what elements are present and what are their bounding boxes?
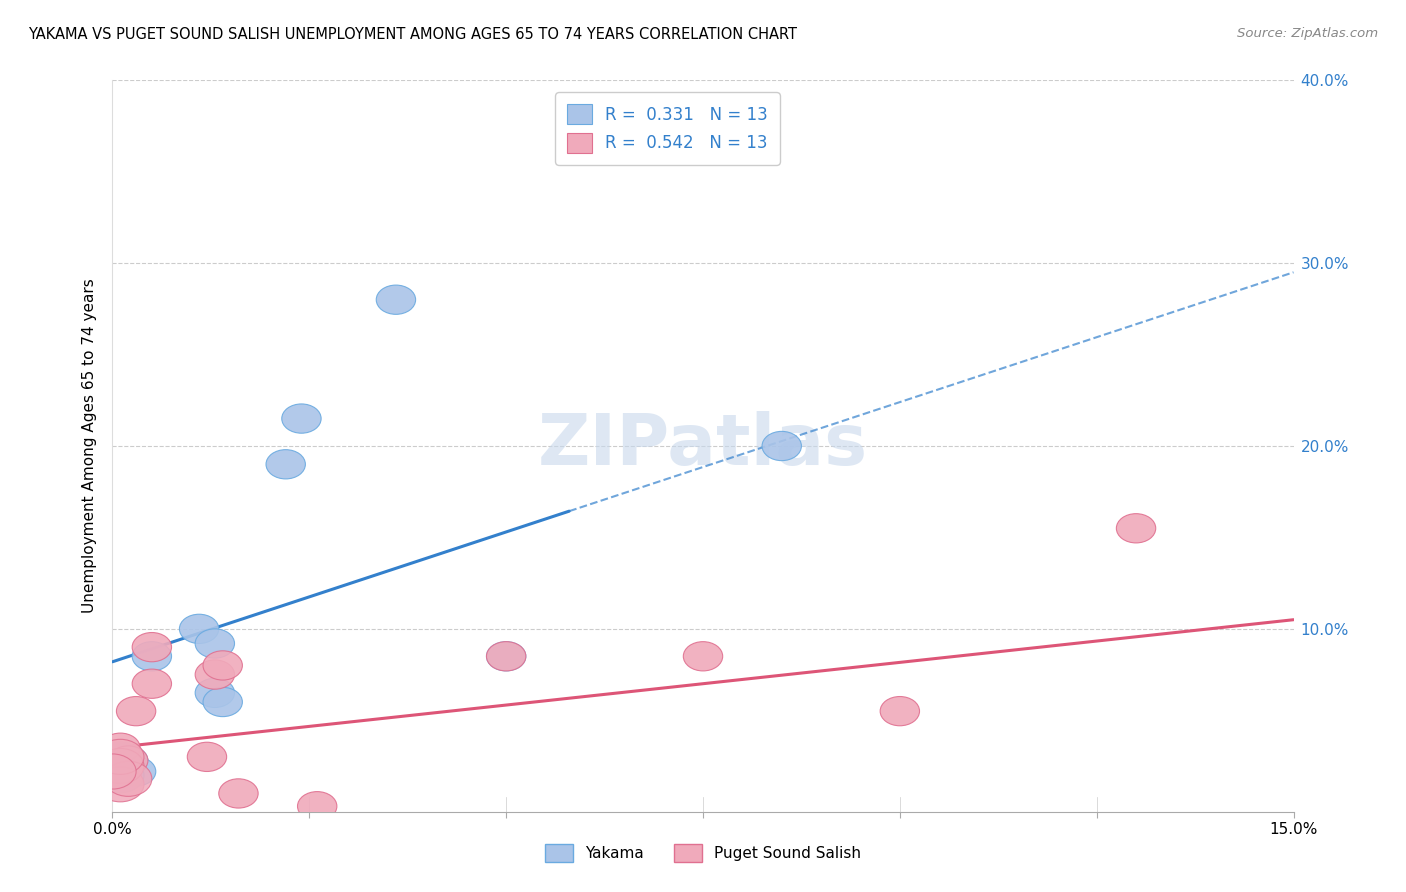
Ellipse shape [486, 641, 526, 671]
Ellipse shape [683, 641, 723, 671]
Ellipse shape [97, 739, 143, 774]
Ellipse shape [97, 767, 143, 802]
Ellipse shape [486, 641, 526, 671]
Ellipse shape [97, 757, 143, 793]
Ellipse shape [104, 761, 152, 797]
Ellipse shape [132, 641, 172, 671]
Ellipse shape [219, 779, 259, 808]
Ellipse shape [187, 742, 226, 772]
Ellipse shape [117, 697, 156, 726]
Legend: Yakama, Puget Sound Salish: Yakama, Puget Sound Salish [537, 836, 869, 870]
Ellipse shape [202, 651, 242, 680]
Ellipse shape [101, 742, 141, 772]
Ellipse shape [298, 791, 337, 821]
Ellipse shape [180, 615, 219, 643]
Ellipse shape [132, 669, 172, 698]
Ellipse shape [132, 632, 172, 662]
Ellipse shape [202, 688, 242, 716]
Text: ZIPatlas: ZIPatlas [538, 411, 868, 481]
Ellipse shape [195, 660, 235, 690]
Ellipse shape [108, 746, 148, 775]
Ellipse shape [108, 746, 148, 775]
Ellipse shape [1116, 514, 1156, 543]
Ellipse shape [195, 629, 235, 658]
Ellipse shape [195, 678, 235, 707]
Ellipse shape [281, 404, 321, 434]
Ellipse shape [117, 756, 156, 786]
Ellipse shape [377, 285, 416, 314]
Ellipse shape [880, 697, 920, 726]
Ellipse shape [762, 432, 801, 460]
Ellipse shape [97, 748, 143, 783]
Y-axis label: Unemployment Among Ages 65 to 74 years: Unemployment Among Ages 65 to 74 years [82, 278, 97, 614]
Text: Source: ZipAtlas.com: Source: ZipAtlas.com [1237, 27, 1378, 40]
Ellipse shape [101, 733, 141, 763]
Ellipse shape [89, 754, 136, 789]
Ellipse shape [266, 450, 305, 479]
Text: YAKAMA VS PUGET SOUND SALISH UNEMPLOYMENT AMONG AGES 65 TO 74 YEARS CORRELATION : YAKAMA VS PUGET SOUND SALISH UNEMPLOYMEN… [28, 27, 797, 42]
